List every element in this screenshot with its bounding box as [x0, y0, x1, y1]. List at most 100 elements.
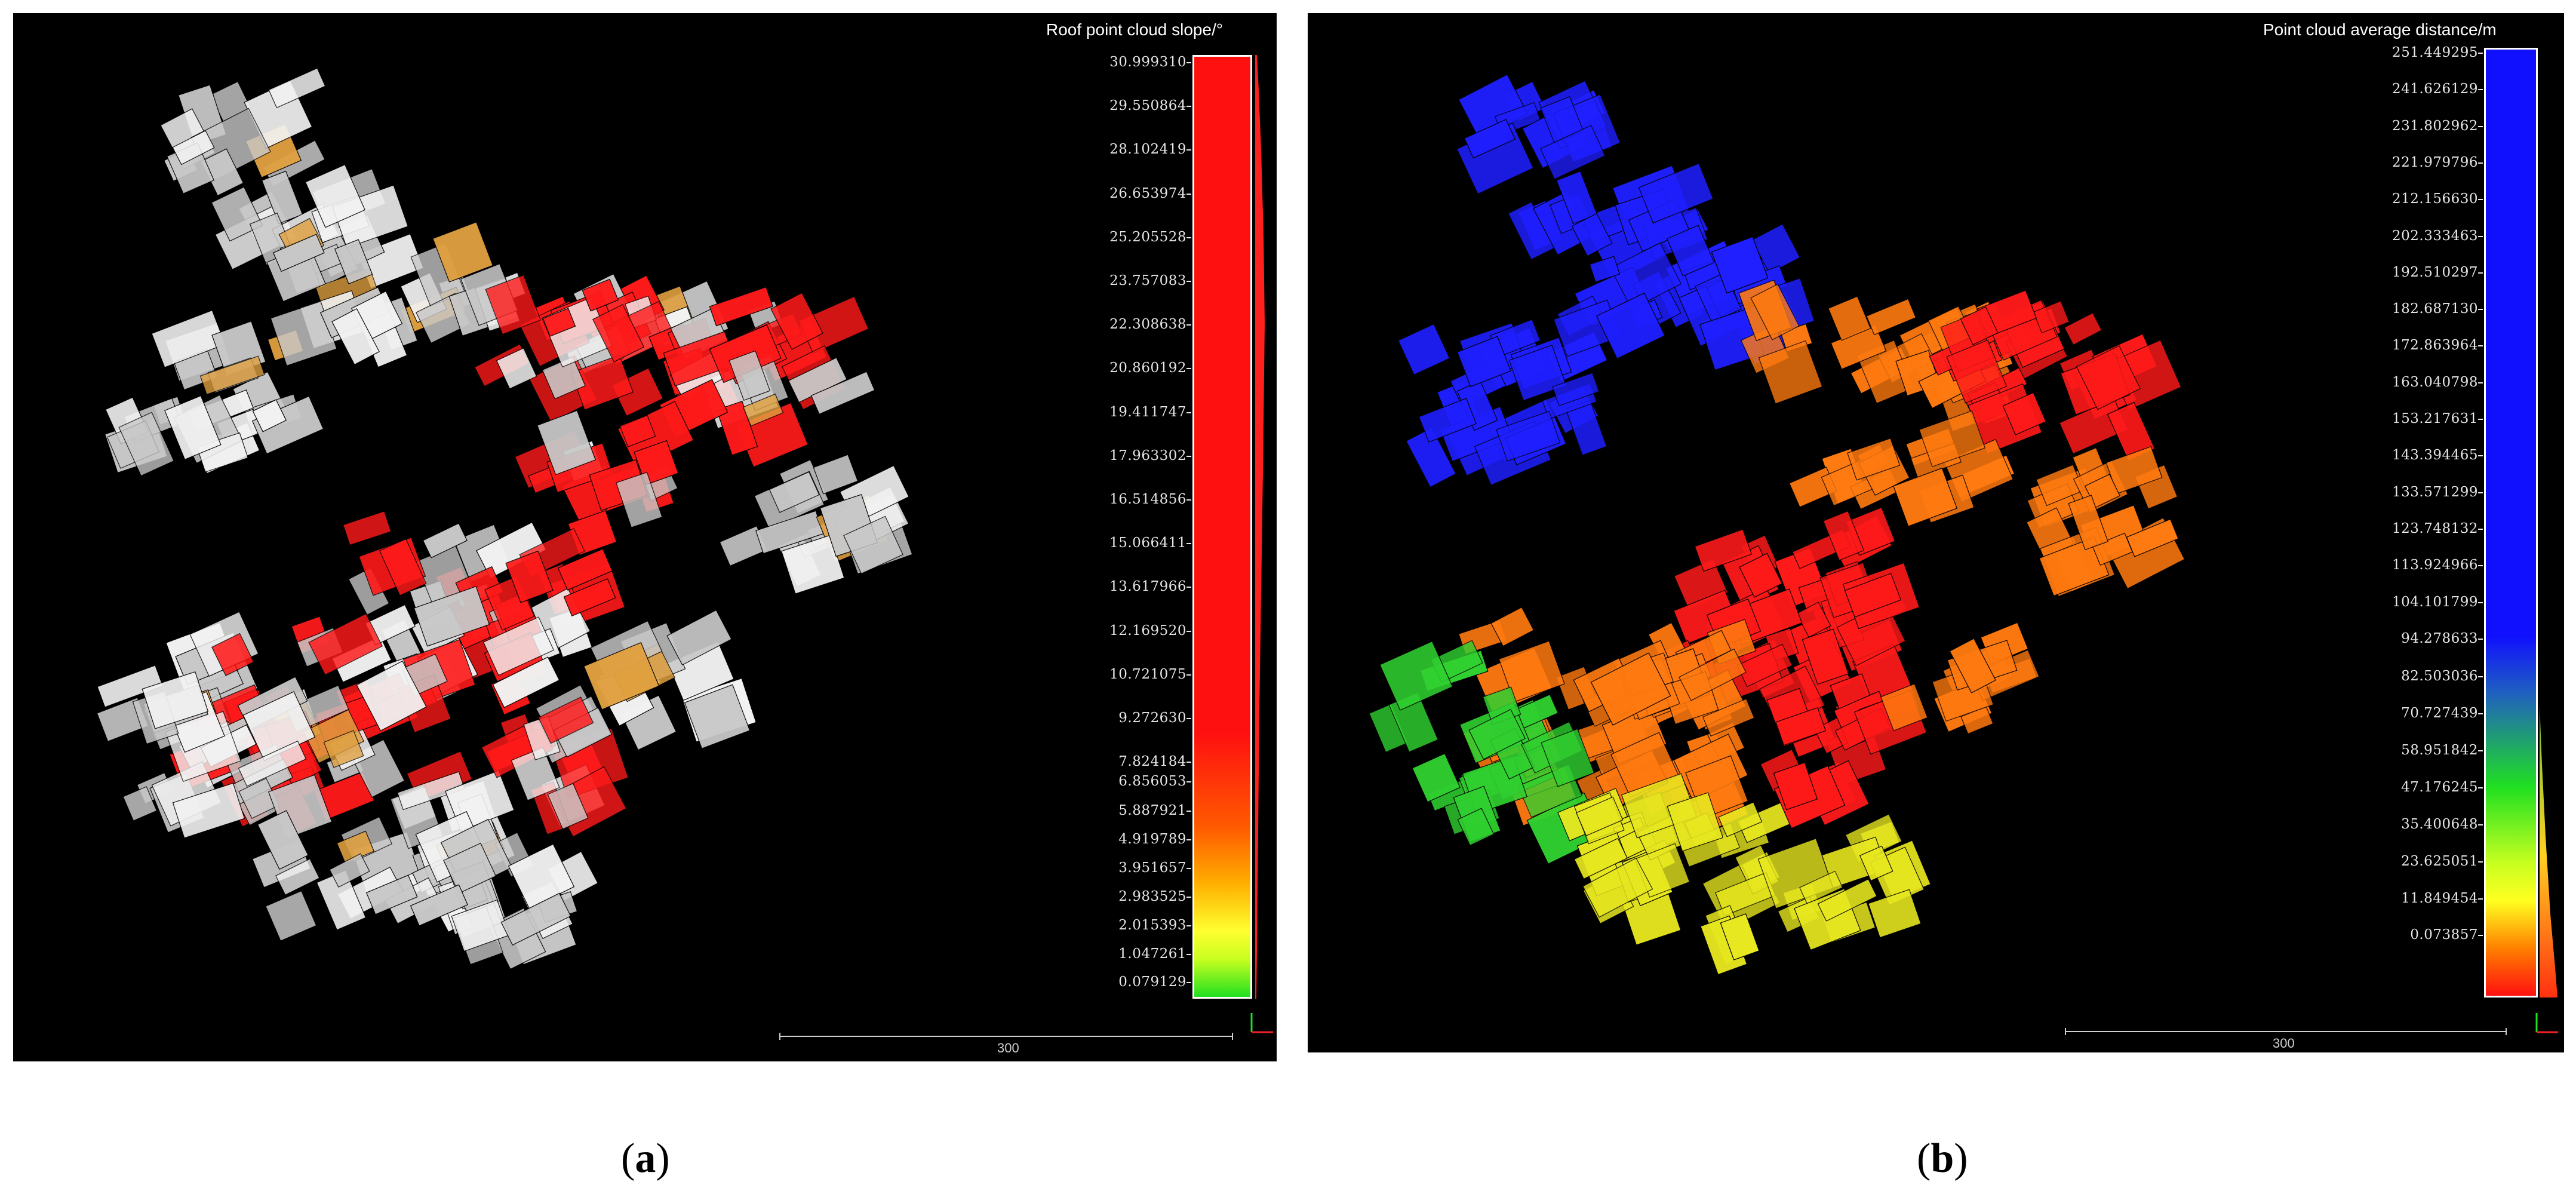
building-roof — [1859, 845, 1893, 882]
colorbar-tick-mark — [2478, 345, 2483, 347]
building-roof — [1412, 753, 1461, 803]
colorbar-tick-label: 192.510297 — [2391, 264, 2478, 280]
colorbar-tick-label: 221.979796 — [2391, 154, 2478, 170]
colorbar-title-slope: Roof point cloud slope/° — [1046, 20, 1224, 39]
colorbar-tick-label: 20.860192 — [1109, 360, 1186, 376]
colorbar-tick-mark — [2478, 750, 2483, 751]
building-roof — [268, 67, 326, 109]
colorbar-tick-mark — [1186, 630, 1191, 632]
colorbar-tick-label: 22.308638 — [1109, 317, 1186, 333]
colorbar-tick-label: 30.999310 — [1109, 54, 1186, 70]
colorbar-tick-label: 4.919789 — [1118, 831, 1186, 847]
building-roof — [1694, 529, 1753, 572]
building-roof — [1739, 553, 1783, 598]
building-roof — [1844, 573, 1902, 618]
colorbar-tick-label: 11.849454 — [2401, 891, 2478, 906]
colorbar-tick-label: 3.951657 — [1118, 860, 1186, 876]
building-roof — [547, 782, 589, 830]
scale-bar-end-left — [2065, 1028, 2066, 1035]
building-roof — [2064, 312, 2102, 346]
building-roof — [619, 415, 656, 447]
colorbar-tick-mark — [1186, 868, 1191, 869]
building-roof — [323, 730, 364, 768]
building-roof — [443, 842, 497, 894]
building-roof — [709, 286, 773, 327]
building-roof — [305, 164, 365, 228]
colorbar-tick-label: 182.687130 — [2391, 301, 2478, 317]
building-roof — [257, 810, 309, 870]
building-roof — [1638, 162, 1714, 224]
caption-a: (a) — [621, 1135, 670, 1181]
building-roof — [557, 548, 613, 591]
building-roof — [1405, 427, 1457, 488]
building-roof — [542, 308, 576, 337]
building-roof — [238, 740, 307, 787]
colorbar-tick-label: 212.156630 — [2391, 191, 2478, 207]
building-roof — [275, 858, 320, 896]
building-roof — [780, 535, 845, 594]
building-roof — [2068, 495, 2108, 551]
building-roof — [151, 309, 226, 368]
colorbar-tick-label: 29.550864 — [1109, 98, 1186, 114]
building-roof — [396, 771, 465, 811]
colorbar-tick-mark — [2478, 824, 2483, 825]
building-roof — [684, 684, 751, 749]
colorbar-tick-label: 70.727439 — [2401, 705, 2478, 721]
scale-bar-end-right — [2506, 1028, 2507, 1035]
building-roof — [2002, 392, 2047, 435]
scale-bar-end-left — [779, 1033, 780, 1040]
building-roof — [97, 665, 164, 708]
colorbar-tick-label: 2.015393 — [1118, 917, 1186, 933]
axis-triad-icon — [2535, 1013, 2558, 1033]
building-roof — [570, 354, 634, 411]
colorbar-tick-label: 113.924966 — [2391, 557, 2478, 573]
colorbar-tick-label: 0.073857 — [2410, 927, 2478, 943]
panel-b-distance-view: Point cloud average distance/m 251.44929… — [1308, 13, 2564, 1052]
building-roof — [122, 786, 158, 821]
colorbar-tick-mark — [1186, 324, 1191, 326]
building-roof — [496, 347, 537, 389]
colorbar-tick-mark — [2478, 309, 2483, 311]
colorbar-tick-label: 13.617966 — [1109, 579, 1186, 595]
building-roof — [1711, 236, 1769, 294]
building-roof — [1751, 223, 1801, 274]
colorbar-tick-label: 94.278633 — [2401, 630, 2478, 646]
building-roof — [492, 656, 560, 708]
colorbar-tick-mark — [2478, 676, 2483, 677]
building-roof — [1750, 283, 1800, 340]
colorbar-tick-mark — [1186, 62, 1191, 63]
colorbar-tick-mark — [2478, 713, 2483, 714]
building-roof — [1775, 707, 1827, 746]
colorbar-tick-label: 5.887921 — [1118, 803, 1186, 818]
colorbar-tick-mark — [1186, 762, 1191, 763]
building-roof — [1582, 857, 1653, 918]
building-roof — [2092, 532, 2133, 566]
colorbar-tick-mark — [1186, 781, 1191, 782]
colorbar-tick-mark — [1186, 193, 1191, 195]
colorbar-tick-label: 202.333463 — [2391, 228, 2478, 244]
building-roof — [1589, 256, 1621, 283]
colorbar-tick-mark — [1186, 925, 1191, 926]
building-roof — [316, 870, 367, 931]
building-roof — [1610, 242, 1682, 310]
scale-bar-label: 300 — [997, 1041, 1019, 1055]
building-roof — [142, 671, 209, 729]
building-roof — [2033, 300, 2070, 334]
building-roof — [1667, 792, 1724, 852]
colorbar-tick-label: 26.653974 — [1109, 185, 1186, 201]
building-roof — [1720, 913, 1760, 960]
building-roof — [1456, 336, 1511, 387]
colorbar-tick-mark — [1186, 897, 1191, 898]
building-roof — [334, 239, 373, 284]
building-roof — [451, 899, 511, 952]
caption-b: (b) — [1917, 1135, 1968, 1181]
building-roof — [583, 642, 660, 710]
colorbar-tick-label: 28.102419 — [1109, 142, 1186, 158]
colorbar-tick-label: 82.503036 — [2401, 668, 2478, 684]
building-roof — [365, 874, 418, 915]
colorbar-tick-mark — [2478, 492, 2483, 493]
scale-bar — [779, 1036, 1233, 1037]
colorbar-tick-mark — [2478, 235, 2483, 237]
building-roof — [769, 471, 820, 513]
building-roof — [728, 350, 771, 401]
